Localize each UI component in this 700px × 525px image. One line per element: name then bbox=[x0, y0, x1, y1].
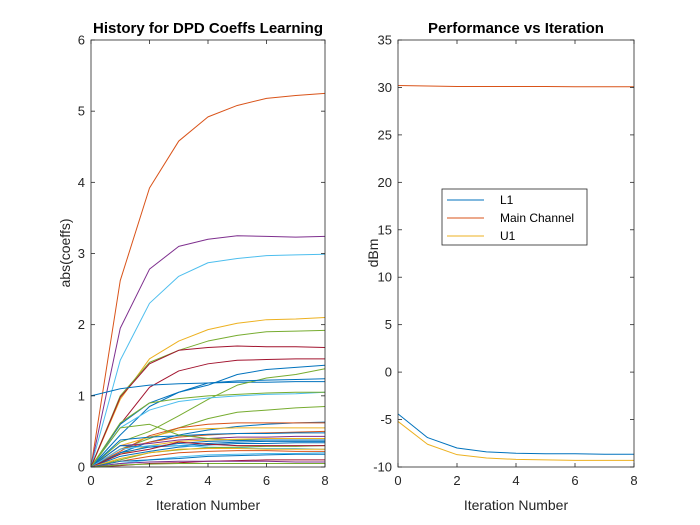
right-series-line-main-channel bbox=[397, 85, 634, 88]
right-y-tick-label: 0 bbox=[385, 365, 392, 380]
left-series-line-coeff-25 bbox=[90, 442, 325, 468]
right-y-tick-label: 30 bbox=[378, 80, 392, 95]
left-series-line-coeff-32 bbox=[90, 453, 325, 468]
right-y-tick-label: -5 bbox=[380, 412, 392, 427]
left-y-axis-label: abs(coeffs) bbox=[57, 219, 73, 288]
left-y-tick-label: 3 bbox=[78, 246, 85, 261]
right-y-tick-label: 25 bbox=[378, 127, 392, 142]
right-y-tick-label: 15 bbox=[378, 222, 392, 237]
right-plot-area bbox=[398, 40, 634, 467]
left-axes: 0 2 4 6 8 0 1 2 3 4 5 6 History for DPD Coeffs Lear… bbox=[57, 20, 329, 513]
left-x-tick-label: 2 bbox=[146, 473, 153, 488]
legend-label-u1: U1 bbox=[500, 229, 516, 243]
left-series-line-coeff-12 bbox=[90, 391, 326, 468]
left-series-line-coeff-29 bbox=[90, 448, 325, 468]
right-x-tick-label: 6 bbox=[571, 473, 578, 488]
left-series-line-coeff-18 bbox=[90, 430, 326, 468]
left-series-line-coeff-5 bbox=[90, 329, 326, 468]
left-series-line-coeff-13 bbox=[90, 391, 325, 468]
left-series-line-coeff-9 bbox=[90, 364, 326, 468]
legend-label-main-channel: Main Channel bbox=[500, 211, 574, 225]
left-series-line-coeff-27 bbox=[90, 445, 326, 468]
legend: L1 Main Channel U1 bbox=[441, 188, 588, 246]
right-y-tick-label: 35 bbox=[378, 33, 392, 48]
right-tick-layer: 0 2 4 6 8 -10 -5 0 5 10 15 20 25 30 35 bbox=[373, 33, 637, 489]
left-series-line-coeff-1 bbox=[90, 92, 326, 468]
left-series-line-coeff-7 bbox=[90, 358, 325, 468]
left-y-tick-label: 6 bbox=[78, 33, 85, 48]
left-series-line-coeff-26 bbox=[90, 445, 326, 468]
right-axes: 0 2 4 6 8 -10 -5 0 5 10 15 20 25 30 35 Performance vs … bbox=[365, 20, 638, 513]
left-series-line-coeff-17 bbox=[90, 427, 325, 468]
right-series-line-l1 bbox=[397, 413, 634, 455]
left-series-line-coeff-28 bbox=[90, 441, 325, 468]
right-series-line-u1 bbox=[397, 421, 634, 461]
left-y-tick-label: 0 bbox=[78, 460, 85, 475]
right-y-tick-label: 10 bbox=[378, 270, 392, 285]
left-y-tick-label: 4 bbox=[78, 175, 85, 190]
left-series-line-coeff-30 bbox=[90, 450, 325, 468]
right-x-tick-label: 0 bbox=[394, 473, 401, 488]
left-series-layer bbox=[90, 92, 326, 468]
right-axes-box bbox=[397, 39, 635, 468]
left-y-tick-label: 5 bbox=[78, 104, 85, 119]
right-y-tick-label: -10 bbox=[373, 460, 392, 475]
right-y-tick-label: 20 bbox=[378, 175, 392, 190]
right-series-layer bbox=[397, 85, 634, 461]
right-chart-title: Performance vs Iteration bbox=[428, 20, 604, 37]
left-series-line-coeff-19 bbox=[90, 432, 325, 468]
left-plot-area bbox=[91, 40, 325, 467]
left-y-tick-label: 1 bbox=[78, 388, 85, 403]
right-x-tick-label: 2 bbox=[453, 473, 460, 488]
left-series-line-coeff-11 bbox=[90, 378, 326, 468]
right-x-tick-label: 8 bbox=[630, 473, 637, 488]
left-x-tick-label: 8 bbox=[321, 473, 328, 488]
left-chart-title: History for DPD Coeffs Learning bbox=[93, 20, 323, 37]
left-axes-box bbox=[90, 39, 326, 468]
left-y-tick-label: 2 bbox=[78, 317, 85, 332]
left-x-tick-label: 4 bbox=[204, 473, 211, 488]
right-x-tick-label: 4 bbox=[512, 473, 519, 488]
left-series-line-coeff-3 bbox=[90, 253, 326, 468]
right-y-tick-label: 5 bbox=[385, 317, 392, 332]
legend-label-l1: L1 bbox=[500, 193, 514, 207]
left-series-line-coeff-24 bbox=[90, 440, 325, 468]
right-x-axis-label: Iteration Number bbox=[464, 497, 569, 513]
left-x-axis-label: Iteration Number bbox=[156, 497, 261, 513]
left-series-line-coeff-6 bbox=[90, 345, 326, 468]
left-series-line-coeff-23 bbox=[90, 439, 325, 468]
left-x-tick-label: 6 bbox=[263, 473, 270, 488]
left-series-line-coeff-34 bbox=[90, 460, 325, 468]
right-y-axis-label: dBm bbox=[365, 239, 381, 268]
left-x-tick-label: 0 bbox=[87, 473, 94, 488]
left-series-line-coeff-2 bbox=[90, 235, 326, 468]
left-series-line-coeff-31 bbox=[90, 452, 326, 468]
